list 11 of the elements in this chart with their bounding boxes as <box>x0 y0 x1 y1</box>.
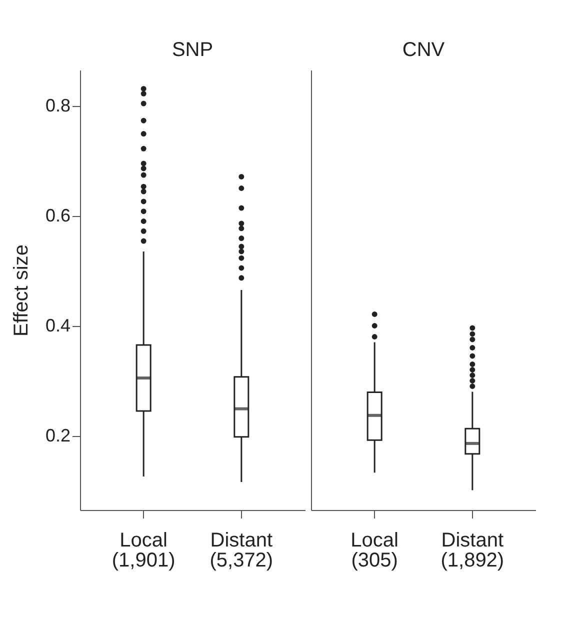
x-tick-label: Local (305) <box>350 530 398 572</box>
y-axis-title: Effect size <box>10 244 32 336</box>
y-tick-label: 0.6 <box>45 205 70 226</box>
y-tick-label: 0.8 <box>45 95 70 116</box>
y-tick-label: 0.2 <box>45 425 70 446</box>
x-tick-label: Distant (5,372) <box>210 530 274 572</box>
y-tick-label: 0.4 <box>45 315 70 336</box>
chart-title: CNV <box>402 39 446 61</box>
x-tick-label: Distant (1,892) <box>440 530 504 572</box>
chart-title: SNP <box>172 39 214 61</box>
x-tick-label: Local (1,901) <box>112 530 176 572</box>
